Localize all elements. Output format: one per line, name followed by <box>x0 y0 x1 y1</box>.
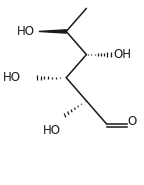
Text: HO: HO <box>3 71 21 84</box>
Text: HO: HO <box>43 124 61 137</box>
Polygon shape <box>39 30 66 33</box>
Text: OH: OH <box>113 48 131 61</box>
Text: O: O <box>127 115 137 128</box>
Text: HO: HO <box>17 25 35 38</box>
